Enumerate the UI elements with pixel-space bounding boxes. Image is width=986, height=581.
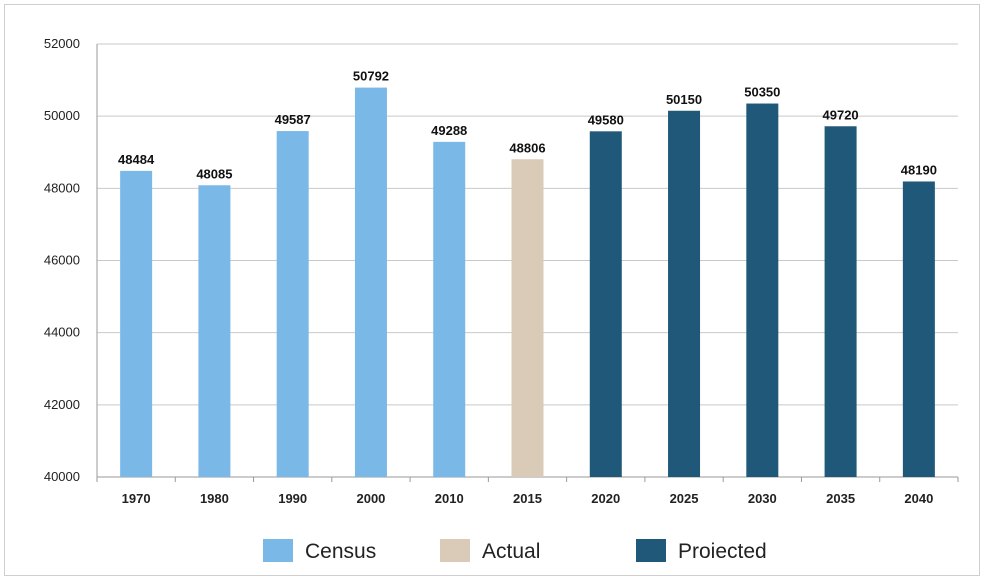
data-label-1970: 48484 [118,152,155,167]
y-tick-label: 40000 [44,469,80,484]
x-tick-label: 1970 [122,491,151,506]
legend: Census Actual Proiected [263,539,767,563]
x-tick-label: 2020 [591,491,620,506]
x-axis: 1970 1980 1990 2000 2010 2015 2020 2025 2030 2035… [96,477,959,506]
x-tick-label: 2040 [904,491,933,506]
bar-2040 [902,181,935,478]
legend-label-actual: Actual [482,540,540,563]
y-axis: 40000 42000 44000 46000 48000 50000 52000 [44,36,98,484]
legend-swatch-actual [440,539,470,562]
y-tick-label: 50000 [44,108,80,123]
chart-frame [4,4,980,576]
legend-swatch-proiected [636,539,666,562]
bar-2010 [433,141,466,477]
x-tick-label: 2010 [435,491,464,506]
x-tick-label: 1980 [200,491,229,506]
data-label-1980: 48085 [196,166,232,181]
data-label-2025: 50150 [666,92,702,107]
data-label-2000: 50792 [353,69,389,84]
legend-label-proiected: Proiected [678,540,767,563]
bar-2015 [511,159,544,477]
y-tick-label: 42000 [44,397,80,412]
data-label-2035: 49720 [823,107,859,122]
data-label-2015: 48806 [509,140,545,155]
y-tick-label: 44000 [44,325,80,340]
x-tick-label: 2025 [670,491,699,506]
bar-2035 [824,126,857,478]
bar-1980 [198,185,231,478]
data-label-2020: 49580 [588,112,624,127]
bar-2020 [589,131,622,478]
y-tick-label: 46000 [44,253,80,268]
data-labels: 48484 48085 49587 50792 49288 48806 49580 50150… [118,69,937,182]
bar-2030 [746,103,779,477]
y-tick-label: 48000 [44,180,80,195]
data-label-1990: 49587 [275,112,311,127]
x-tick-label: 2015 [513,491,542,506]
bars [120,87,935,478]
bar-2000 [354,87,387,477]
data-label-2040: 48190 [901,162,937,177]
x-tick-label: 2030 [748,491,777,506]
x-tick-label: 2000 [356,491,385,506]
bar-2025 [668,110,701,478]
x-tick-label: 1990 [278,491,307,506]
legend-label-census: Census [305,540,376,563]
x-tick-label: 2035 [826,491,855,506]
y-tick-label: 52000 [44,36,80,51]
legend-swatch-census [263,539,293,562]
data-label-2030: 50350 [744,85,780,100]
data-label-2010: 49288 [431,123,467,138]
bar-1990 [276,131,309,477]
bar-1970 [120,170,153,477]
